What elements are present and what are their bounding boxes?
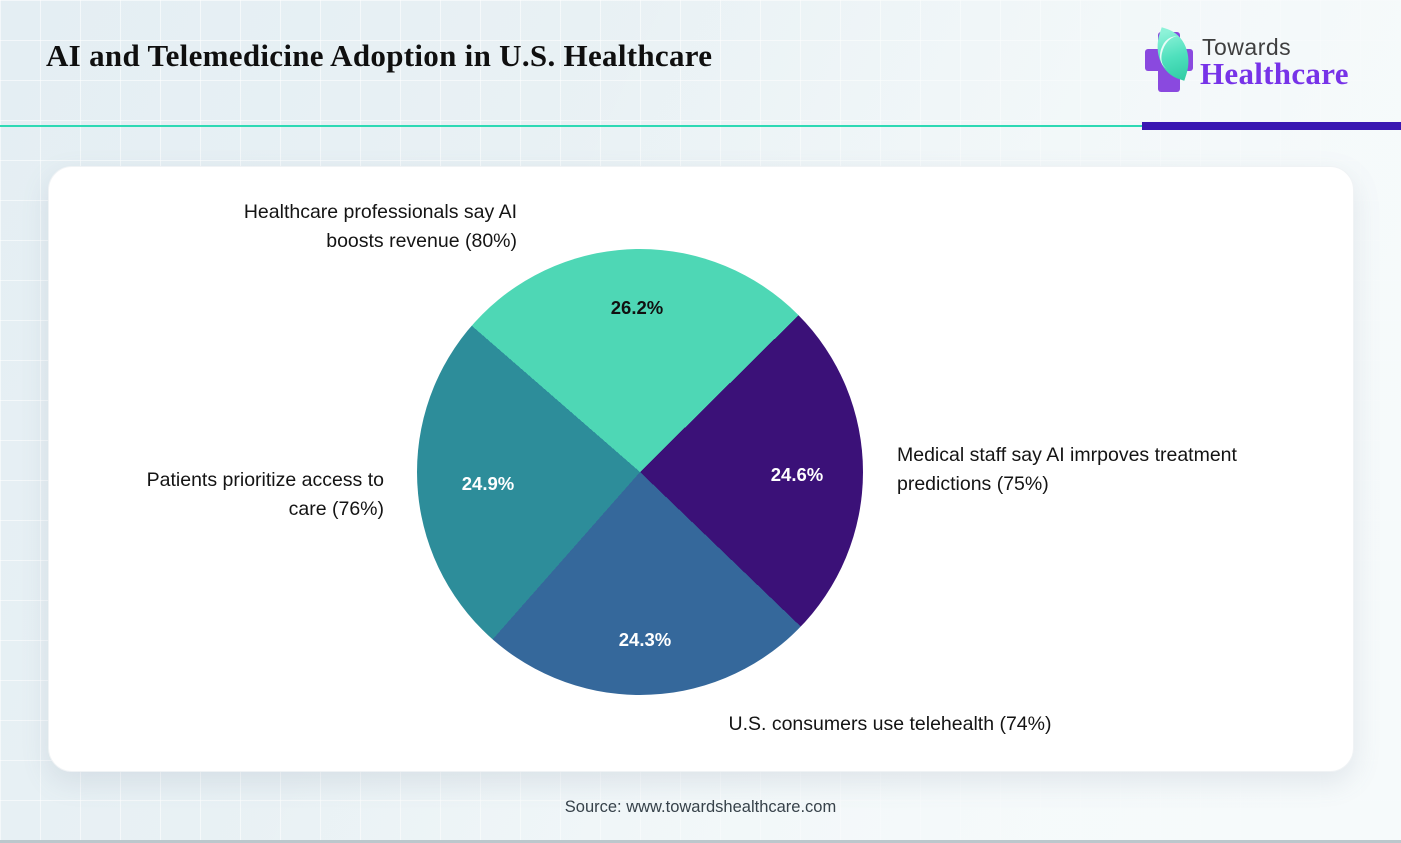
brand-name-top: Towards — [1202, 34, 1292, 60]
slice-caption-predictions: Medical staff say AI imrpoves treatment … — [897, 444, 1237, 495]
page-title: AI and Telemedicine Adoption in U.S. Hea… — [46, 38, 713, 73]
source-attribution: Source: www.towardshealthcare.com — [564, 798, 837, 816]
bottom-edge-strip — [0, 840, 1401, 843]
slice-caption-revenue: Healthcare professionals say AI boosts r… — [243, 201, 517, 252]
brand-logo: Towards Healthcare — [1142, 26, 1367, 100]
slice-caption-access: Patients prioritize access to care (76%) — [146, 469, 384, 520]
pie-value-label: 24.9% — [461, 473, 515, 494]
pie-chart — [417, 249, 863, 695]
pie-value-label: 24.6% — [770, 464, 824, 485]
brand-name-bottom: Healthcare — [1200, 56, 1349, 91]
divider-purple-bar — [1142, 122, 1401, 130]
slice-caption-telehealth: U.S. consumers use telehealth (74%) — [728, 713, 1052, 735]
pie-value-label: 26.2% — [610, 297, 664, 318]
divider-teal-line — [0, 125, 1401, 127]
pie-value-label: 24.3% — [618, 629, 672, 650]
